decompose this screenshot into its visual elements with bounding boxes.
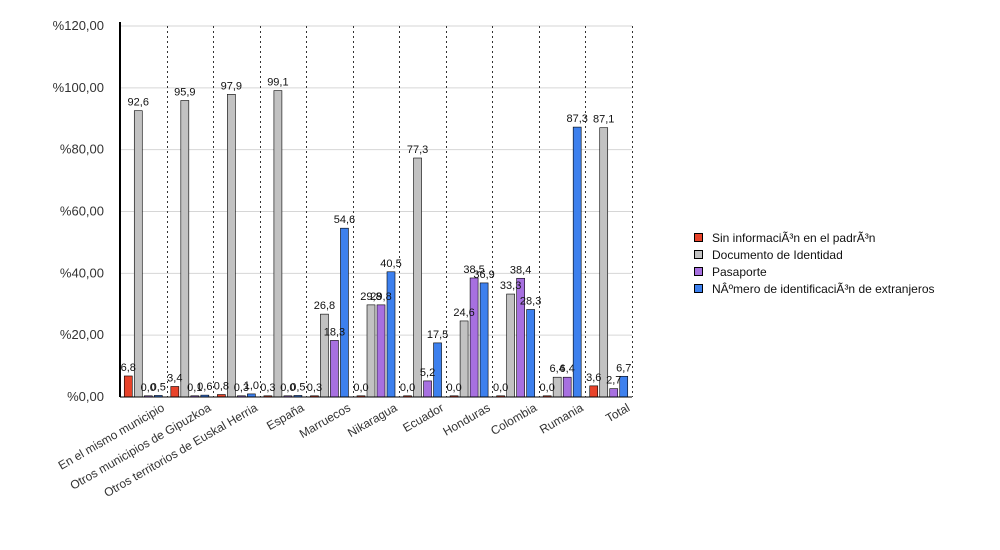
data-label: 6,4 — [550, 363, 565, 375]
y-tick-label: %80,00 — [60, 142, 104, 157]
data-label: 92,6 — [128, 97, 149, 109]
data-label: 2,7 — [606, 375, 621, 387]
data-label: 0,5 — [290, 381, 305, 393]
data-labels: 6,892,60,00,53,495,90,10,6 0,897,90,31,0 0… — [121, 77, 632, 394]
y-tick-label: %20,00 — [60, 327, 104, 342]
bar — [180, 100, 190, 398]
x-category-label: Colombia — [488, 400, 539, 438]
data-label: 6,8 — [121, 362, 136, 374]
data-label: 87,1 — [593, 114, 614, 126]
data-label: 0,3 — [260, 382, 275, 394]
y-tick-label: %120,00 — [53, 18, 104, 33]
data-label: 0,0 — [493, 382, 508, 394]
data-label: 1,0 — [244, 380, 259, 392]
data-label: 99,1 — [267, 77, 288, 89]
x-category-label: Nikaragua — [345, 400, 400, 440]
y-tick-label: %100,00 — [53, 80, 104, 95]
legend-swatch — [694, 233, 703, 242]
data-label: 0,3 — [234, 382, 249, 394]
data-label: 26,8 — [314, 300, 335, 312]
bar — [572, 126, 582, 398]
bar — [340, 227, 349, 398]
bar — [376, 304, 386, 398]
bar — [526, 309, 535, 398]
data-label: 0,6 — [197, 381, 212, 393]
data-label: 38,4 — [510, 264, 531, 276]
data-label: 77,3 — [407, 144, 428, 156]
y-axis-ticks: %0,00 %20,00 %40,00 %60,00 %80,00 %100,00 %120… — [53, 18, 104, 404]
legend-label: Pasaporte — [712, 264, 767, 279]
data-label: 0,0 — [280, 382, 295, 394]
legend-item: NÂºmero de identificaciÃ³n de extranjero… — [694, 280, 935, 297]
bar — [599, 127, 609, 398]
legend-item: Documento de Identidad — [694, 246, 935, 263]
data-label: 5,2 — [420, 367, 435, 379]
data-label: 24,6 — [453, 307, 474, 319]
bar — [562, 376, 572, 398]
x-category-label: Marruecos — [297, 400, 353, 440]
data-label: 3,6 — [586, 372, 601, 384]
data-label: 38,5 — [463, 264, 484, 276]
chart-bars — [123, 90, 629, 398]
bar — [133, 110, 143, 398]
legend-swatch — [694, 250, 703, 259]
x-category-label: Honduras — [441, 400, 493, 438]
data-label: 87,3 — [566, 113, 587, 125]
bar — [123, 375, 133, 398]
data-label: 0,1 — [187, 382, 202, 394]
legend-item: Pasaporte — [694, 263, 935, 280]
legend-label: NÂºmero de identificaciÃ³n de extranjero… — [712, 281, 935, 296]
data-label: 0,0 — [141, 382, 156, 394]
legend-item: Sin informaciÃ³n en el padrÃ³n — [694, 229, 935, 246]
data-label: 3,4 — [167, 372, 182, 384]
bar — [413, 157, 422, 398]
bar — [479, 282, 489, 398]
data-label: 36,9 — [473, 269, 494, 281]
data-label: 18,3 — [324, 326, 345, 338]
bar — [609, 388, 619, 398]
data-label: 0,8 — [214, 381, 229, 393]
legend-label: Documento de Identidad — [712, 247, 843, 262]
data-label: 54,6 — [334, 214, 355, 226]
bar — [170, 386, 180, 398]
x-category-label: Ecuador — [400, 400, 446, 434]
bar — [330, 340, 339, 398]
data-label: 17,5 — [427, 329, 448, 341]
bar — [423, 380, 432, 398]
chart-legend: Sin informaciÃ³n en el padrÃ³n Documento … — [694, 229, 935, 297]
data-label: 95,9 — [174, 87, 195, 99]
bar — [469, 277, 479, 398]
x-category-label: Rumania — [537, 400, 586, 436]
data-label: 6,7 — [616, 362, 631, 374]
y-tick-label: %60,00 — [60, 204, 104, 219]
data-label: 28,3 — [520, 296, 541, 308]
data-label: 29,8 — [370, 291, 391, 303]
x-category-label: Total — [603, 400, 632, 425]
bar — [227, 94, 236, 398]
legend-swatch — [694, 267, 703, 276]
data-label: 0,3 — [307, 382, 322, 394]
data-label: 97,9 — [221, 80, 242, 92]
chart-axes — [119, 22, 632, 398]
data-label: 0,0 — [400, 382, 415, 394]
legend-swatch — [694, 284, 703, 293]
data-label: 0,0 — [540, 382, 555, 394]
bar — [273, 90, 283, 398]
y-tick-label: %0,00 — [67, 389, 104, 404]
data-label: 0,0 — [353, 382, 368, 394]
data-label: 40,5 — [380, 258, 401, 270]
data-label: 29,8 — [360, 291, 381, 303]
chart-grid — [120, 25, 633, 397]
y-tick-label: %40,00 — [60, 265, 104, 280]
legend-label: Sin informaciÃ³n en el padrÃ³n — [712, 230, 876, 245]
data-label: 0,0 — [446, 382, 461, 394]
data-label: 0,5 — [151, 381, 166, 393]
data-label: 33,3 — [500, 280, 521, 292]
bar — [589, 385, 599, 398]
data-label: 6,4 — [560, 363, 575, 375]
